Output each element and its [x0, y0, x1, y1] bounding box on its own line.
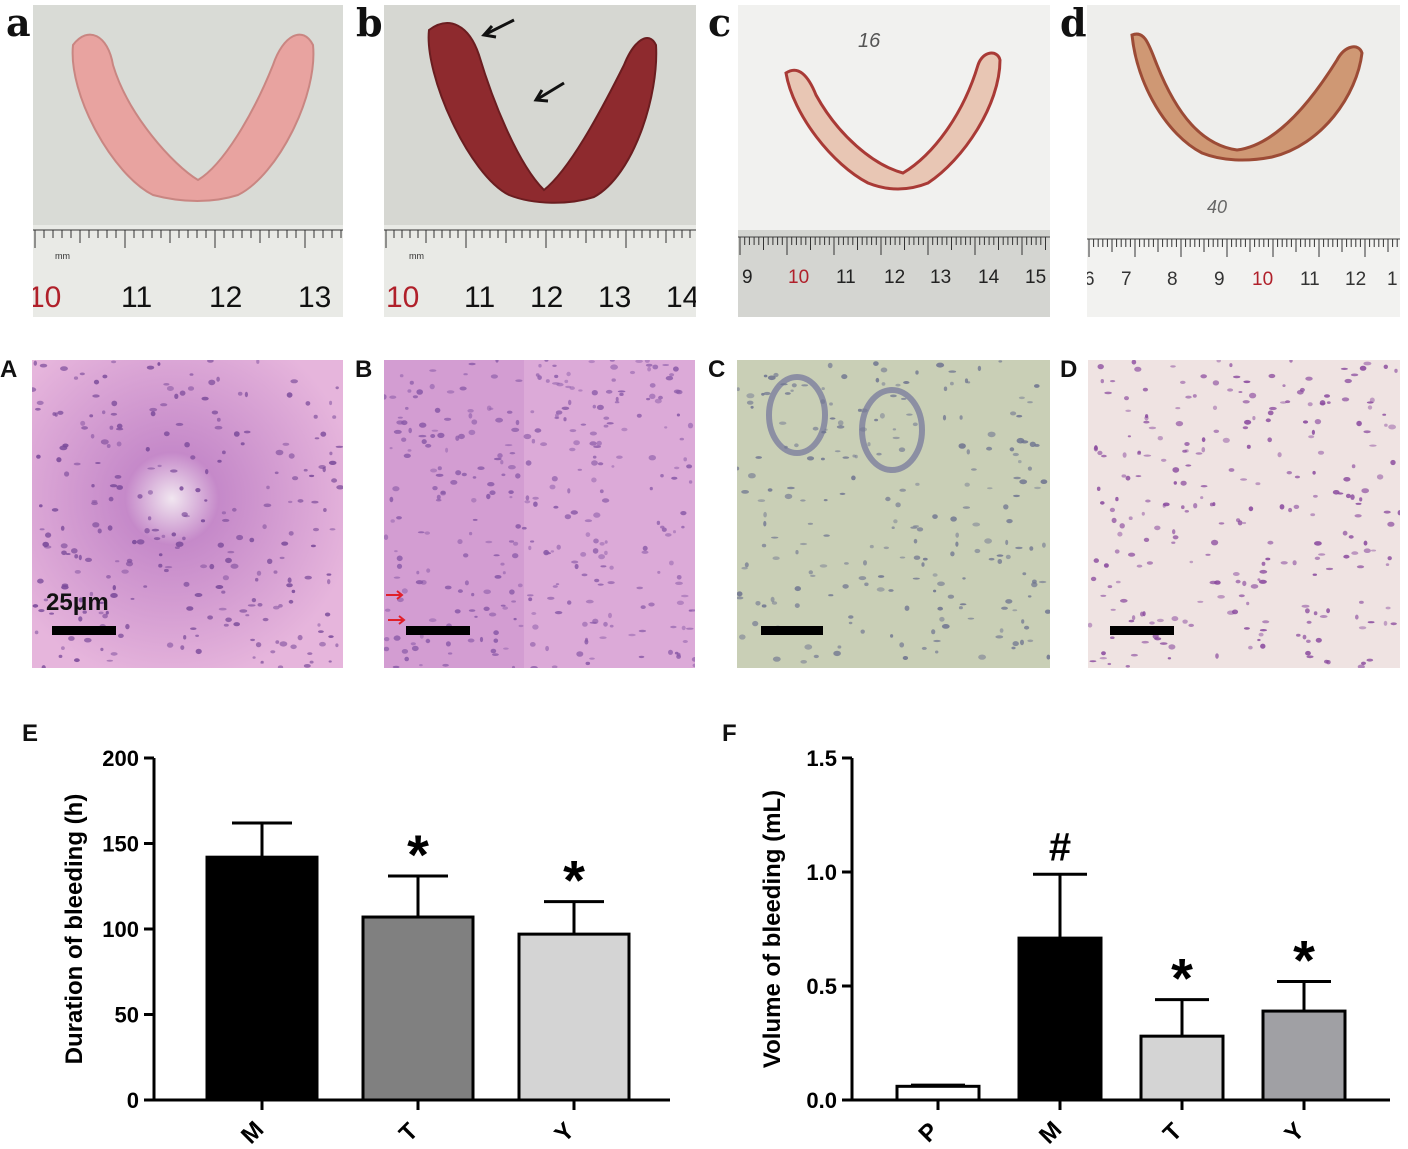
ruler-number: 14 [978, 267, 1000, 288]
panel-letter-c: c [708, 0, 732, 45]
x-tick-label: Y [1279, 1117, 1309, 1147]
x-tick-label: T [394, 1118, 424, 1148]
panel-label-A: A [0, 356, 18, 383]
ruler-number: 11 [464, 281, 495, 314]
scale-bar [761, 626, 823, 635]
significance-marker: * [563, 849, 585, 912]
ruler-number: 10 [386, 281, 419, 314]
ruler-number: 10 [788, 267, 809, 288]
handwritten-label: 40 [1207, 197, 1227, 217]
x-tick-label: M [1034, 1116, 1067, 1149]
photo-panel-a: mm 10 11 12 13 [33, 5, 343, 317]
y-axis-label: Volume of bleeding (mL) [759, 790, 786, 1068]
ruler-number-labels: 6 7 8 9 10 11 12 1 [1087, 269, 1398, 290]
bar [205, 855, 319, 1102]
ruler-number: 10 [33, 281, 61, 314]
photo-panel-d: 40 6 7 8 9 10 11 12 1 [1087, 5, 1400, 317]
ruler-unit-label: mm [55, 251, 70, 261]
bar-chart-F: 0.0 0.5 1.0 1.5 Volume of bleeding (mL) P M # T *… [759, 746, 1390, 1149]
bar [361, 915, 475, 1102]
significance-marker: * [1171, 947, 1193, 1010]
scale-bar [406, 626, 470, 635]
ruler-number: 8 [1167, 269, 1178, 290]
ruler-number: 1 [1387, 269, 1398, 290]
y-tick-label: 50 [115, 1003, 139, 1028]
bar [1017, 936, 1103, 1102]
y-tick-label: 0.0 [806, 1088, 837, 1113]
ruler-number: 11 [836, 267, 856, 288]
scale-bar-label: 25μm [46, 589, 109, 616]
histology-panel-C [737, 360, 1050, 668]
uterus-tissue [1130, 32, 1364, 162]
red-arrow-icon [388, 615, 406, 625]
ruler-number: 13 [298, 281, 331, 314]
histology-panel-B [384, 360, 695, 668]
ruler-unit-label: mm [409, 251, 424, 261]
ruler-number: 11 [1300, 269, 1320, 290]
uterus-tissue [427, 22, 658, 204]
scale-bar [1110, 626, 1174, 635]
ruler-number: 9 [742, 267, 753, 288]
arrow-icon [533, 81, 565, 103]
x-tick-label: P [913, 1117, 943, 1147]
ruler-number: 13 [930, 267, 951, 288]
scale-bar [52, 626, 116, 635]
x-tick-label: M [236, 1116, 269, 1149]
histology-panel-D [1088, 360, 1400, 668]
ruler-number: 14 [666, 281, 696, 314]
bar-chart-E: 0 50 100 150 200 Duration of bleeding (h) M T * Y… [61, 746, 670, 1149]
bar [517, 932, 631, 1102]
significance-marker: # [1049, 825, 1071, 869]
significance-marker: * [407, 823, 429, 886]
panel-label-D: D [1060, 356, 1078, 383]
ruler-number: 15 [1025, 267, 1046, 288]
y-tick-label: 0 [127, 1088, 139, 1113]
ruler-number-labels: 9 10 11 12 13 14 15 [742, 267, 1046, 288]
bar [1261, 1009, 1347, 1102]
bar [1139, 1034, 1225, 1102]
handwritten-label: 16 [858, 30, 881, 52]
bar [895, 1084, 981, 1102]
x-tick-label: Y [549, 1117, 579, 1147]
photo-panel-b: mm 10 11 12 13 14 [384, 5, 696, 317]
uterus-tissue [784, 51, 1002, 191]
panel-label-E: E [22, 720, 39, 747]
ruler-number-labels: 10 11 12 13 [33, 281, 331, 314]
ruler-number: 7 [1121, 269, 1132, 290]
ruler-number: 12 [1345, 269, 1366, 290]
y-tick-label: 200 [102, 746, 139, 771]
y-tick-label: 1.0 [806, 860, 837, 885]
ruler-number: 11 [121, 281, 152, 314]
photo-panel-c: 16 9 10 11 12 13 14 15 [738, 5, 1050, 317]
y-axis-label: Duration of bleeding (h) [61, 794, 88, 1065]
y-tick-label: 0.5 [806, 974, 837, 999]
panel-label-B: B [355, 356, 373, 383]
uterus-tissue [71, 33, 315, 202]
ruler-number-labels: 10 11 12 13 14 [386, 281, 696, 314]
panel-letter-d: d [1060, 0, 1087, 45]
panel-label-C: C [708, 356, 726, 383]
x-tick-label: T [1158, 1118, 1188, 1148]
y-tick-label: 100 [102, 917, 139, 942]
ruler-number: 12 [530, 281, 563, 314]
significance-marker: * [1293, 928, 1315, 991]
arrow-icon [481, 18, 515, 39]
red-arrow-icon [386, 590, 404, 600]
ruler-number: 13 [598, 281, 631, 314]
panel-letter-b: b [356, 0, 383, 45]
y-tick-label: 150 [102, 832, 139, 857]
ruler-number: 10 [1252, 269, 1273, 290]
ruler-number: 6 [1087, 269, 1095, 290]
ruler-number: 9 [1214, 269, 1225, 290]
panel-letter-a: a [6, 0, 31, 45]
ruler-number: 12 [884, 267, 905, 288]
panel-label-F: F [722, 720, 737, 747]
y-tick-label: 1.5 [806, 746, 837, 771]
ruler-number: 12 [209, 281, 242, 314]
histology-panel-A: 25μm [32, 360, 343, 668]
